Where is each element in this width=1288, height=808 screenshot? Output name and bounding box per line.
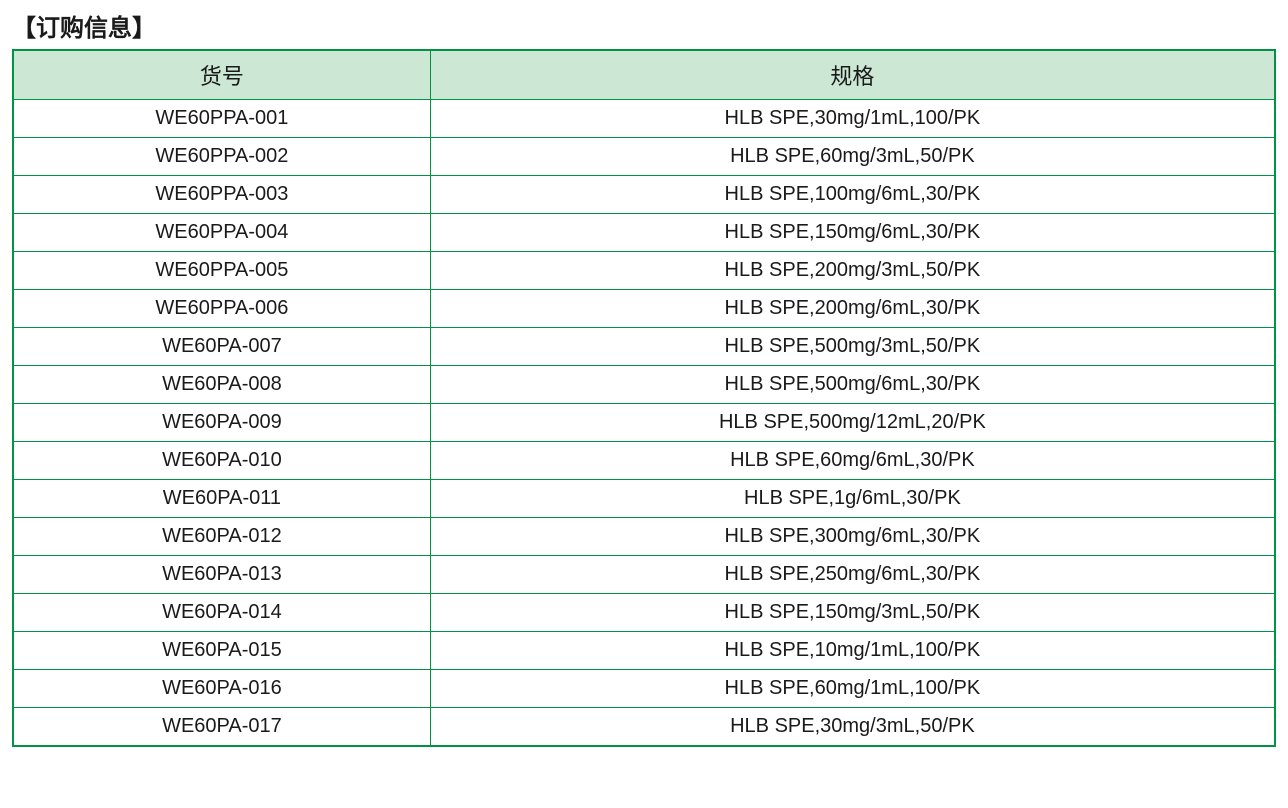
table-row: WE60PA-012HLB SPE,300mg/6mL,30/PK (13, 518, 1275, 556)
table-row: WE60PA-010HLB SPE,60mg/6mL,30/PK (13, 442, 1275, 480)
table-row: WE60PA-013HLB SPE,250mg/6mL,30/PK (13, 556, 1275, 594)
column-header-code: 货号 (13, 50, 430, 100)
table-row: WE60PA-015HLB SPE,10mg/1mL,100/PK (13, 632, 1275, 670)
cell-spec: HLB SPE,150mg/6mL,30/PK (430, 214, 1275, 252)
column-header-spec: 规格 (430, 50, 1275, 100)
cell-code: WE60PA-010 (13, 442, 430, 480)
cell-code: WE60PPA-001 (13, 100, 430, 138)
table-row: WE60PPA-003HLB SPE,100mg/6mL,30/PK (13, 176, 1275, 214)
table-row: WE60PA-007HLB SPE,500mg/3mL,50/PK (13, 328, 1275, 366)
table-row: WE60PPA-002HLB SPE,60mg/3mL,50/PK (13, 138, 1275, 176)
table-header-row: 货号 规格 (13, 50, 1275, 100)
cell-code: WE60PA-014 (13, 594, 430, 632)
table-row: WE60PA-017HLB SPE,30mg/3mL,50/PK (13, 708, 1275, 746)
table-row: WE60PA-014HLB SPE,150mg/3mL,50/PK (13, 594, 1275, 632)
table-row: WE60PA-016HLB SPE,60mg/1mL,100/PK (13, 670, 1275, 708)
cell-spec: HLB SPE,500mg/6mL,30/PK (430, 366, 1275, 404)
cell-code: WE60PA-011 (13, 480, 430, 518)
cell-code: WE60PA-007 (13, 328, 430, 366)
cell-spec: HLB SPE,60mg/6mL,30/PK (430, 442, 1275, 480)
cell-code: WE60PPA-003 (13, 176, 430, 214)
cell-spec: HLB SPE,1g/6mL,30/PK (430, 480, 1275, 518)
cell-spec: HLB SPE,150mg/3mL,50/PK (430, 594, 1275, 632)
table-row: WE60PPA-004HLB SPE,150mg/6mL,30/PK (13, 214, 1275, 252)
cell-code: WE60PA-013 (13, 556, 430, 594)
table-row: WE60PA-008HLB SPE,500mg/6mL,30/PK (13, 366, 1275, 404)
table-row: WE60PA-011HLB SPE,1g/6mL,30/PK (13, 480, 1275, 518)
cell-spec: HLB SPE,100mg/6mL,30/PK (430, 176, 1275, 214)
cell-code: WE60PA-009 (13, 404, 430, 442)
section-title: 【订购信息】 (12, 8, 1276, 43)
cell-code: WE60PPA-006 (13, 290, 430, 328)
cell-code: WE60PA-017 (13, 708, 430, 746)
table-row: WE60PPA-005HLB SPE,200mg/3mL,50/PK (13, 252, 1275, 290)
table-row: WE60PPA-006HLB SPE,200mg/6mL,30/PK (13, 290, 1275, 328)
cell-spec: HLB SPE,500mg/12mL,20/PK (430, 404, 1275, 442)
cell-code: WE60PPA-005 (13, 252, 430, 290)
cell-spec: HLB SPE,30mg/3mL,50/PK (430, 708, 1275, 746)
cell-spec: HLB SPE,500mg/3mL,50/PK (430, 328, 1275, 366)
ordering-info-table: 货号 规格 WE60PPA-001HLB SPE,30mg/1mL,100/PK… (12, 49, 1276, 747)
cell-code: WE60PPA-002 (13, 138, 430, 176)
table-row: WE60PPA-001HLB SPE,30mg/1mL,100/PK (13, 100, 1275, 138)
cell-code: WE60PA-015 (13, 632, 430, 670)
cell-code: WE60PA-016 (13, 670, 430, 708)
cell-spec: HLB SPE,30mg/1mL,100/PK (430, 100, 1275, 138)
cell-code: WE60PPA-004 (13, 214, 430, 252)
cell-code: WE60PA-008 (13, 366, 430, 404)
cell-spec: HLB SPE,60mg/1mL,100/PK (430, 670, 1275, 708)
cell-spec: HLB SPE,60mg/3mL,50/PK (430, 138, 1275, 176)
cell-spec: HLB SPE,200mg/6mL,30/PK (430, 290, 1275, 328)
cell-spec: HLB SPE,250mg/6mL,30/PK (430, 556, 1275, 594)
cell-code: WE60PA-012 (13, 518, 430, 556)
cell-spec: HLB SPE,10mg/1mL,100/PK (430, 632, 1275, 670)
table-row: WE60PA-009HLB SPE,500mg/12mL,20/PK (13, 404, 1275, 442)
cell-spec: HLB SPE,200mg/3mL,50/PK (430, 252, 1275, 290)
cell-spec: HLB SPE,300mg/6mL,30/PK (430, 518, 1275, 556)
